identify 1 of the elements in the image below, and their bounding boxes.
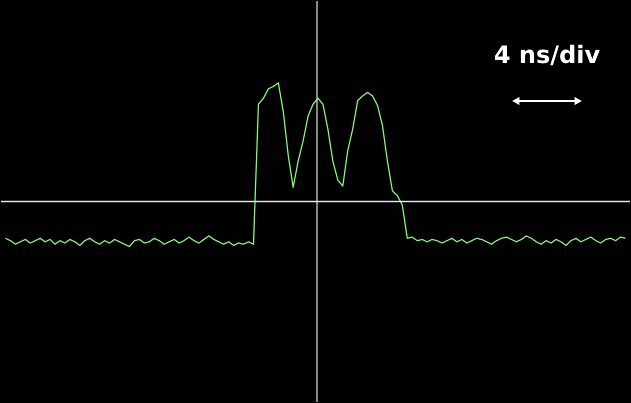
text: 4 ns/div xyxy=(494,41,600,69)
